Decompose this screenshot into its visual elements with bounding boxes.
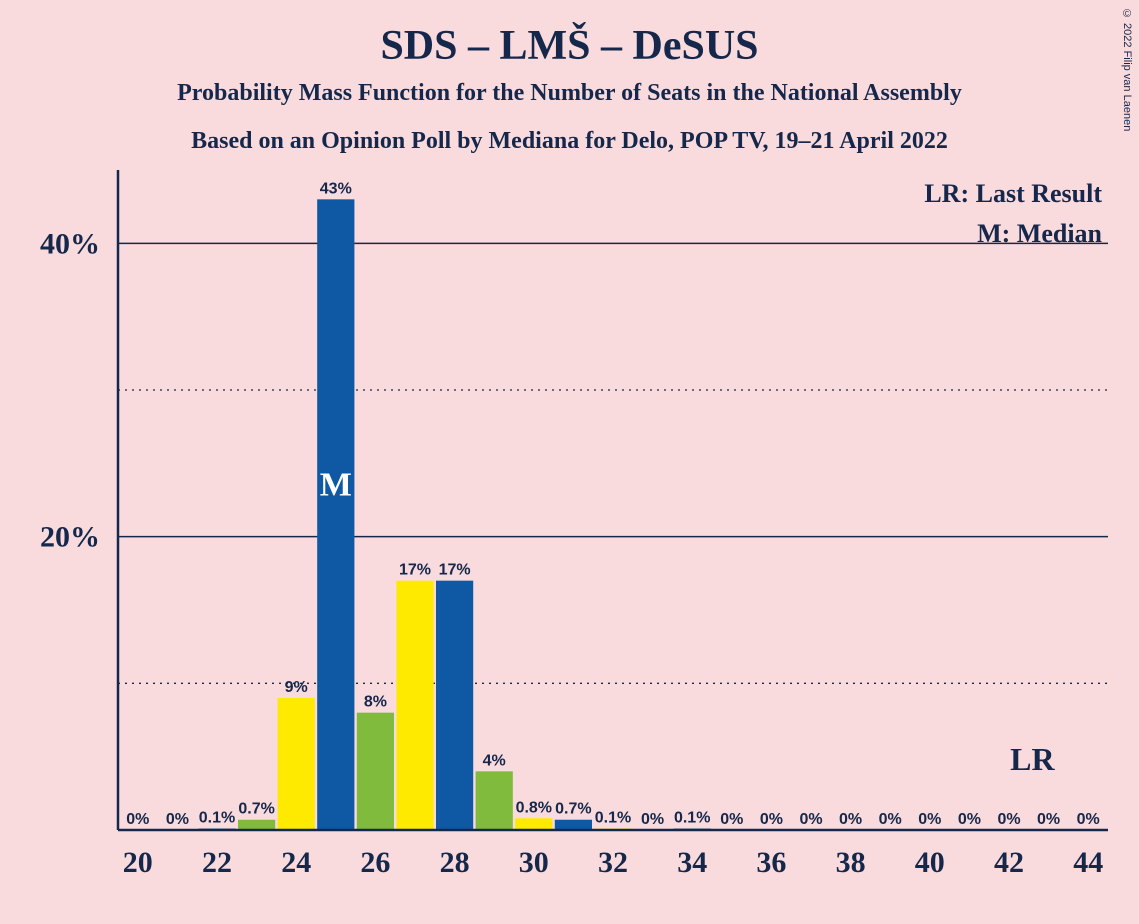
bar-value-label: 0% xyxy=(839,811,862,828)
bar-value-label: 0% xyxy=(958,811,981,828)
bar-value-label: 0% xyxy=(641,811,664,828)
bar-value-label: 0% xyxy=(126,811,149,828)
x-axis-label: 26 xyxy=(360,846,390,879)
bar-value-label: 0% xyxy=(1037,811,1060,828)
legend-lr: LR: Last Result xyxy=(924,179,1102,208)
x-axis-label: 30 xyxy=(519,846,549,879)
median-marker: M xyxy=(320,467,352,504)
bar-value-label: 17% xyxy=(399,562,431,579)
x-axis-label: 40 xyxy=(915,846,945,879)
bar-value-label: 0% xyxy=(1077,811,1100,828)
lr-marker: LR xyxy=(1010,741,1055,777)
x-axis-label: 36 xyxy=(756,846,786,879)
legend-m: M: Median xyxy=(977,219,1102,248)
bar-value-label: 0% xyxy=(918,811,941,828)
x-axis-label: 34 xyxy=(677,846,707,879)
x-axis-label: 32 xyxy=(598,846,628,879)
bar-value-label: 0% xyxy=(760,811,783,828)
bar-value-label: 0% xyxy=(799,811,822,828)
bar-value-label: 17% xyxy=(439,562,471,579)
x-axis-label: 38 xyxy=(836,846,866,879)
bar-value-label: 0% xyxy=(997,811,1020,828)
bar-value-label: 0.1% xyxy=(199,810,235,827)
bar-value-label: 0.7% xyxy=(555,801,591,818)
x-axis-label: 24 xyxy=(281,846,311,879)
bar xyxy=(278,698,315,830)
bar-value-label: 0% xyxy=(720,811,743,828)
bar-value-label: 9% xyxy=(285,679,308,696)
bar-value-label: 0.7% xyxy=(238,801,274,818)
bar-value-label: 43% xyxy=(320,180,352,197)
x-axis-label: 22 xyxy=(202,846,232,879)
bar-value-label: 4% xyxy=(483,752,506,769)
bar-value-label: 0% xyxy=(879,811,902,828)
x-axis-label: 28 xyxy=(440,846,470,879)
bar xyxy=(515,818,552,830)
bar xyxy=(436,581,473,830)
x-axis-label: 42 xyxy=(994,846,1024,879)
bar xyxy=(555,820,592,830)
bar-value-label: 0.1% xyxy=(595,810,631,827)
y-axis-label: 20% xyxy=(40,521,100,554)
bar-value-label: 8% xyxy=(364,694,387,711)
bar xyxy=(476,771,513,830)
bar-value-label: 0% xyxy=(166,811,189,828)
bar-value-label: 0.8% xyxy=(516,799,552,816)
y-axis-label: 40% xyxy=(40,227,100,260)
x-axis-label: 44 xyxy=(1073,846,1103,879)
bar-value-label: 0.1% xyxy=(674,810,710,827)
bar xyxy=(396,581,433,830)
bar xyxy=(357,713,394,830)
bar xyxy=(238,820,275,830)
bar-chart: 20%40%0%0%0.1%0.7%9%43%M8%17%17%4%0.8%0.… xyxy=(0,0,1139,924)
x-axis-label: 20 xyxy=(123,846,153,879)
bar xyxy=(317,199,354,830)
